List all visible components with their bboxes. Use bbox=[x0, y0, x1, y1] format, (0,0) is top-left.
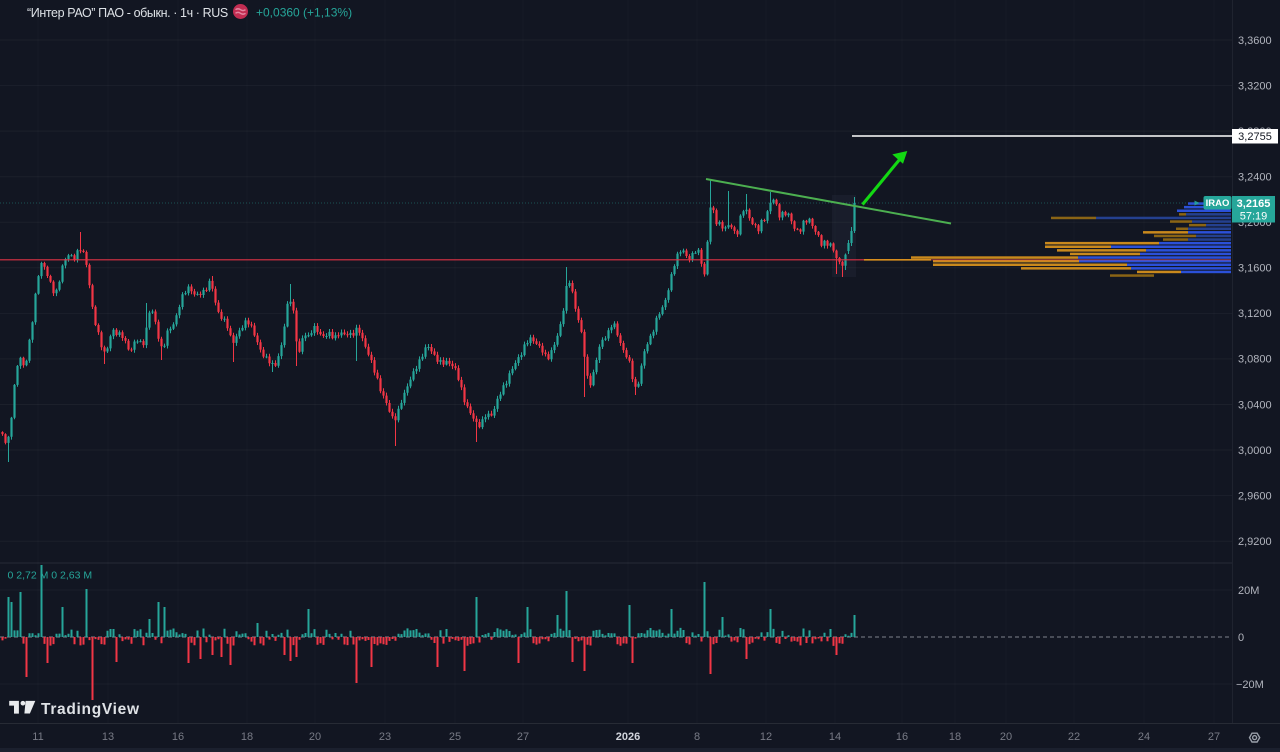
svg-text:24: 24 bbox=[1138, 731, 1150, 743]
svg-text:27: 27 bbox=[1208, 731, 1220, 743]
svg-text:2,9600: 2,9600 bbox=[1238, 490, 1272, 502]
svg-text:57:19: 57:19 bbox=[1240, 211, 1268, 223]
svg-text:3,3600: 3,3600 bbox=[1238, 35, 1272, 47]
svg-text:2,9200: 2,9200 bbox=[1238, 536, 1272, 548]
svg-text:3,1600: 3,1600 bbox=[1238, 263, 1272, 275]
svg-text:3,0400: 3,0400 bbox=[1238, 399, 1272, 411]
svg-text:“Интер РАО” ПАО - обыкн. · 1ч: “Интер РАО” ПАО - обыкн. · 1ч · RUS bbox=[27, 6, 228, 20]
svg-text:3,3200: 3,3200 bbox=[1238, 80, 1272, 92]
svg-text:3,0800: 3,0800 bbox=[1238, 354, 1272, 366]
svg-text:+0,0360 (+1,13%): +0,0360 (+1,13%) bbox=[256, 6, 352, 20]
svg-text:25: 25 bbox=[449, 731, 461, 743]
svg-text:3,0000: 3,0000 bbox=[1238, 445, 1272, 457]
svg-text:18: 18 bbox=[241, 731, 253, 743]
svg-text:18: 18 bbox=[949, 731, 961, 743]
svg-text:2026: 2026 bbox=[616, 731, 640, 743]
svg-text:TradingView: TradingView bbox=[41, 701, 140, 718]
svg-text:0 2,72 M 0 2,63 M: 0 2,72 M 0 2,63 M bbox=[8, 570, 93, 582]
svg-text:0: 0 bbox=[1238, 632, 1244, 644]
svg-text:14: 14 bbox=[829, 731, 841, 743]
svg-text:3,2400: 3,2400 bbox=[1238, 172, 1272, 184]
svg-text:13: 13 bbox=[102, 731, 114, 743]
svg-text:3,2165: 3,2165 bbox=[1237, 198, 1271, 210]
svg-text:27: 27 bbox=[517, 731, 529, 743]
svg-text:IRAO: IRAO bbox=[1206, 198, 1230, 209]
svg-text:20: 20 bbox=[309, 731, 321, 743]
svg-text:8: 8 bbox=[694, 731, 700, 743]
svg-text:12: 12 bbox=[760, 731, 772, 743]
svg-text:22: 22 bbox=[1068, 731, 1080, 743]
svg-text:3,1200: 3,1200 bbox=[1238, 308, 1272, 320]
svg-text:16: 16 bbox=[172, 731, 184, 743]
svg-text:20: 20 bbox=[1000, 731, 1012, 743]
svg-text:23: 23 bbox=[379, 731, 391, 743]
svg-text:16: 16 bbox=[896, 731, 908, 743]
svg-text:20M: 20M bbox=[1238, 585, 1259, 597]
svg-text:3,2755: 3,2755 bbox=[1238, 131, 1272, 143]
svg-text:11: 11 bbox=[32, 731, 43, 743]
svg-text:−20M: −20M bbox=[1236, 679, 1264, 691]
